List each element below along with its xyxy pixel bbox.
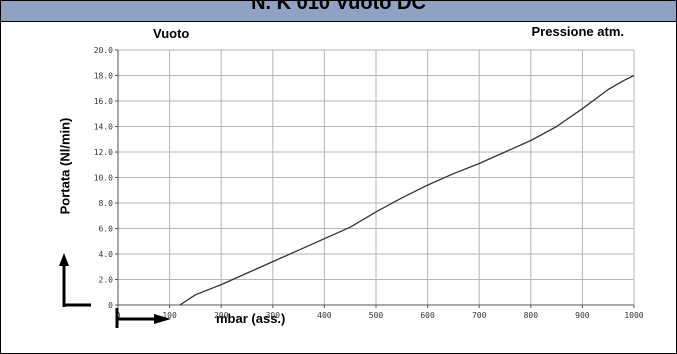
tick-labels: 02.04.06.08.010.012.014.016.018.020.0010… [94,46,644,320]
y-arrow-icon [59,253,91,307]
x-tick-label: 200 [214,311,229,320]
y-tick-label: 4.0 [99,250,114,259]
y-tick-label: 14.0 [94,123,113,132]
x-tick-label: 1000 [624,311,643,320]
x-tick-label: 900 [575,311,590,320]
x-tick-label: 400 [317,311,332,320]
y-tick-label: 16.0 [94,97,113,106]
grid-lines [118,49,635,305]
x-tick-label: 800 [524,311,539,320]
x-tick-label: 700 [472,311,487,320]
chart-title: N. K 010 Vuoto DC [251,1,426,14]
y-tick-label: 2.0 [99,276,114,285]
y-tick-label: 12.0 [94,148,113,157]
series-line [179,74,635,306]
x-tick-label: 500 [369,311,384,320]
axes [115,49,635,308]
pressione-label: Pressione atm. [531,24,625,39]
y-tick-label: 18.0 [94,72,113,81]
series-layer [179,74,635,306]
title-bar: N. K 010 Vuoto DC [1,1,676,22]
y-tick-label: 10.0 [94,174,113,183]
y-tick-label: 6.0 [99,225,114,234]
x-tick-label: 300 [266,311,281,320]
y-tick-label: 8.0 [99,199,114,208]
x-axis-label: mbar (ass.) [216,311,286,326]
x-tick-label: 100 [162,311,177,320]
x-tick-label: 600 [420,311,435,320]
y-tick-label: 0 [108,301,113,310]
vuoto-label: Vuoto [153,26,190,41]
axis-arrows [59,253,171,328]
y-tick-label: 20.0 [94,46,113,55]
x-arrow-icon [115,308,171,328]
